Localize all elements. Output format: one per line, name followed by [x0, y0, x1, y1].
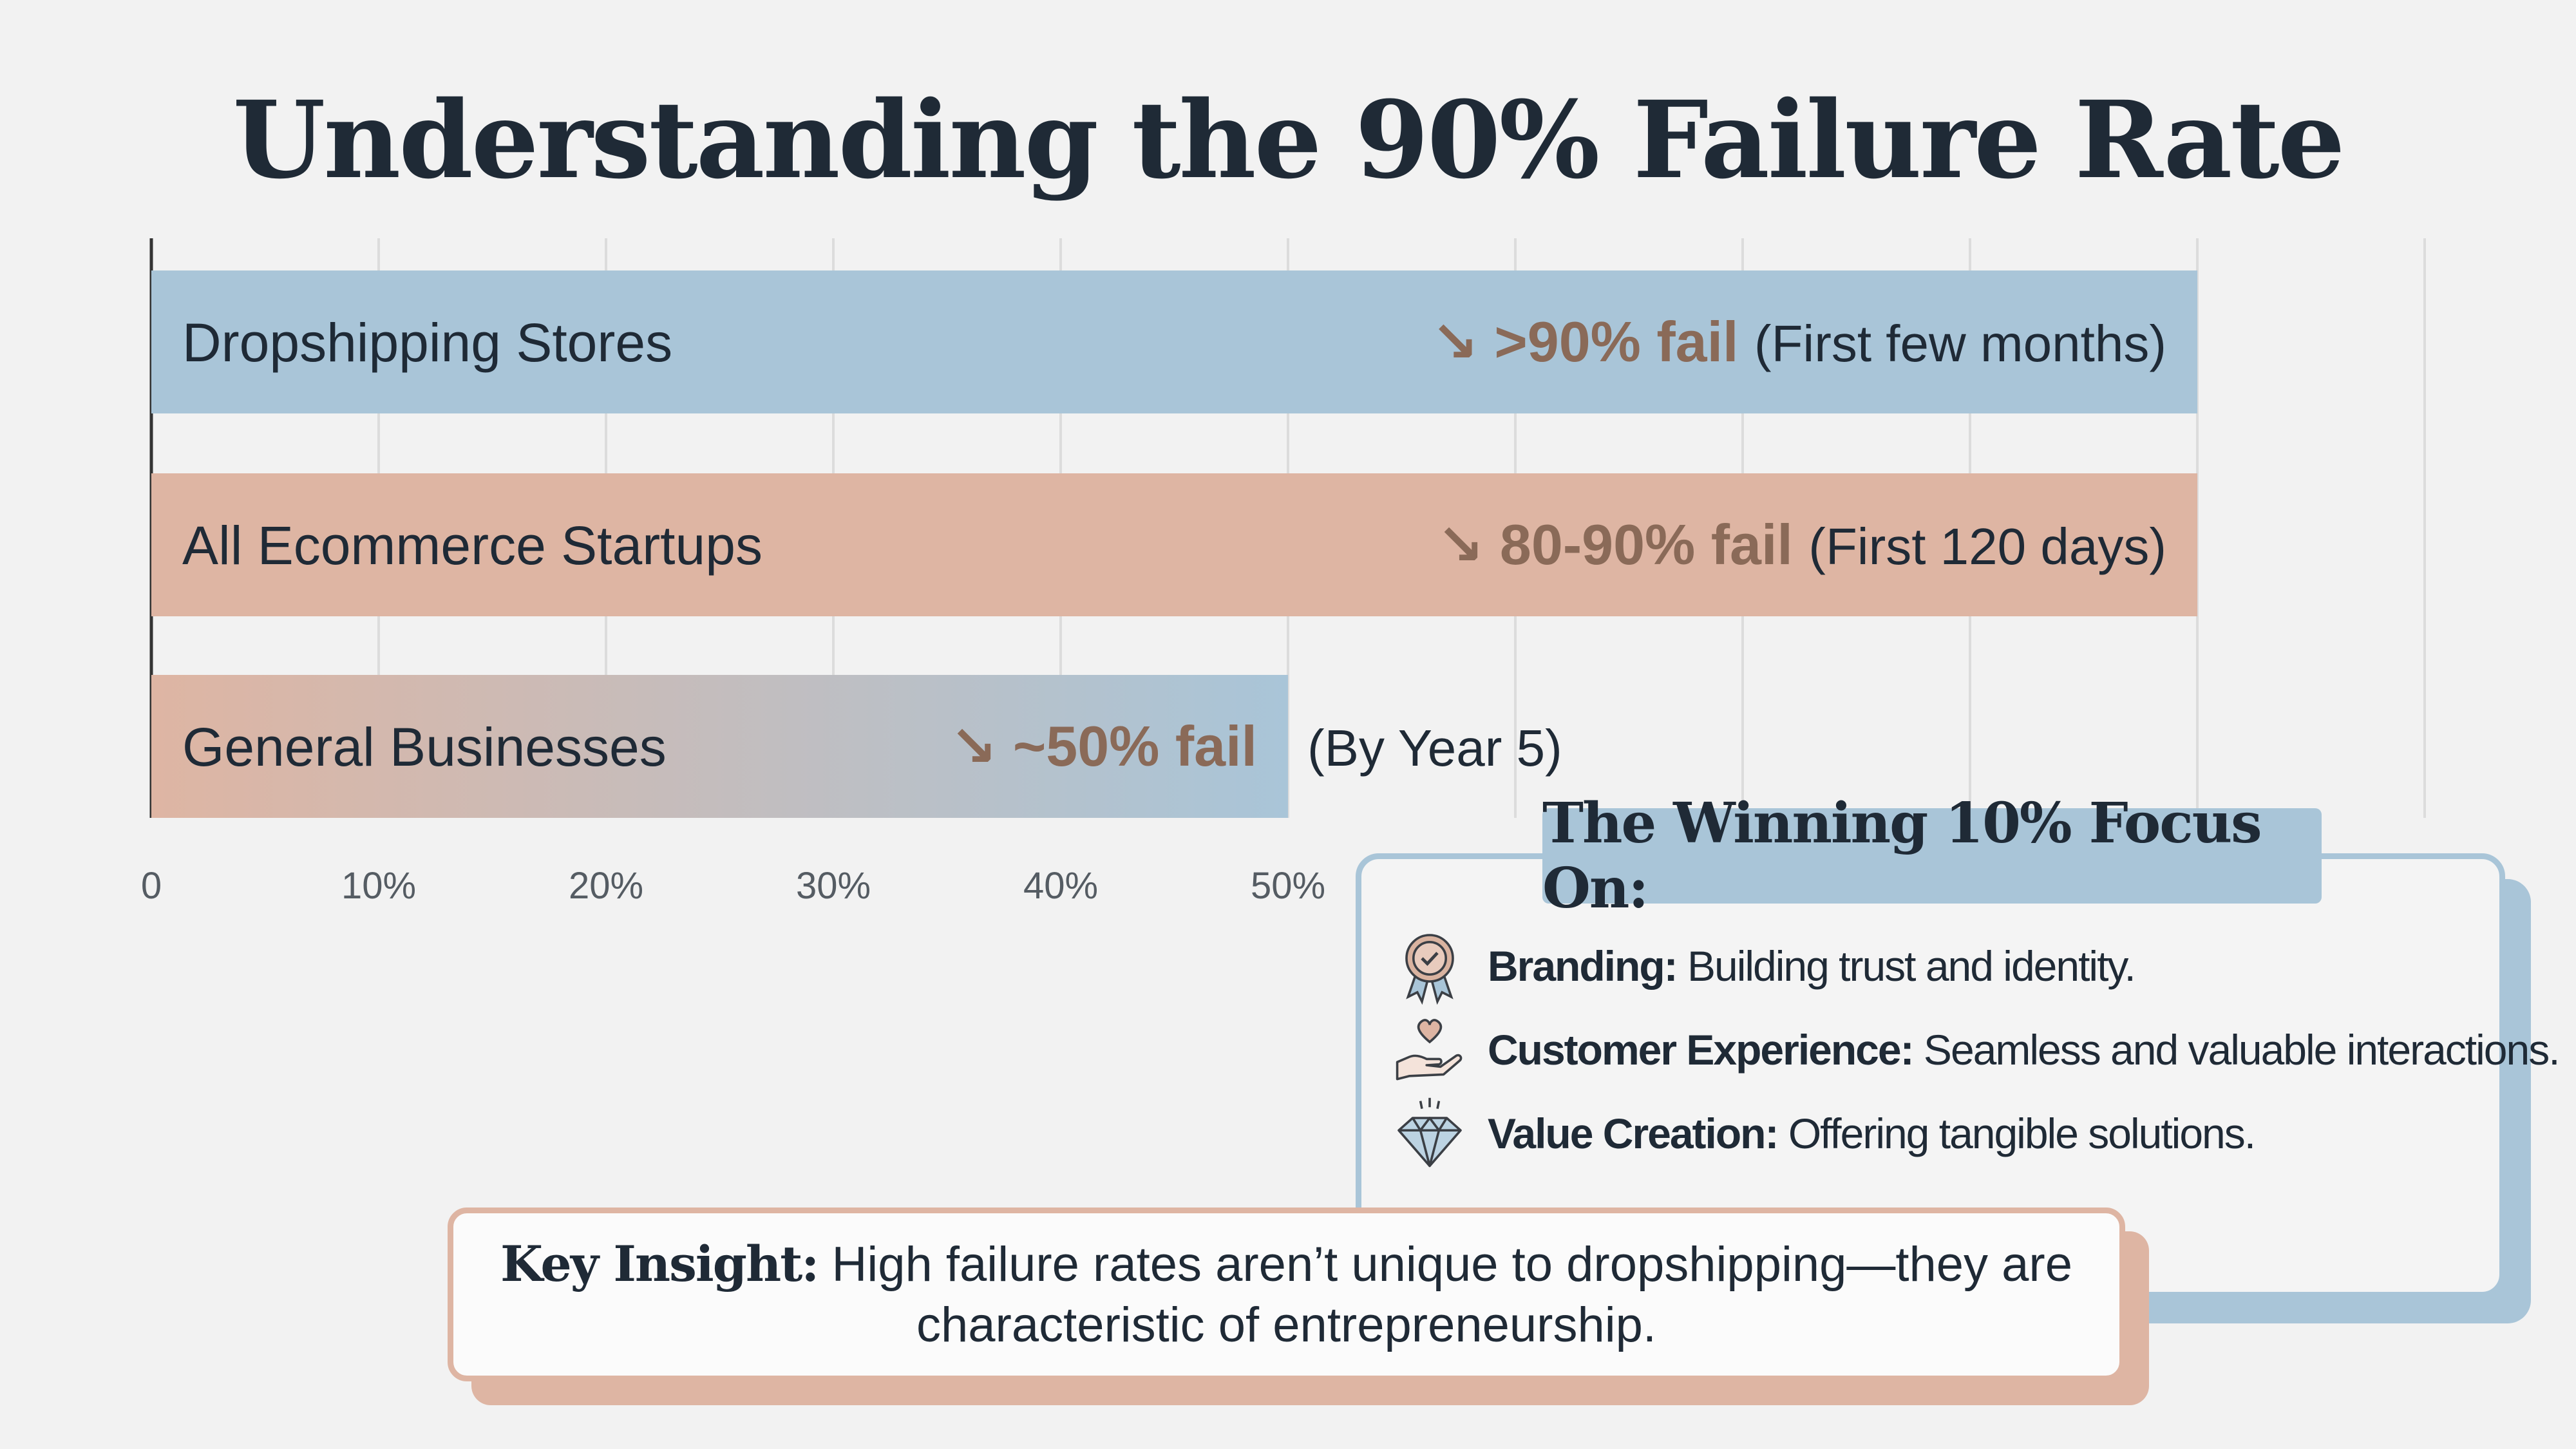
- x-tick-label-40: 40%: [1023, 865, 1098, 907]
- focus-item-text: Value Creation: Offering tangible soluti…: [1488, 1110, 2256, 1157]
- bar-value-label-0: ↘ >90% fail (First few months): [1431, 310, 2166, 374]
- focus-item-text: Customer Experience: Seamless and valuab…: [1488, 1026, 2561, 1074]
- focus-item-text: Branding: Building trust and identity.: [1488, 942, 2136, 990]
- insight-line-2: characteristic of entrepreneurship.: [916, 1297, 1657, 1352]
- focus-item-value-creation: Value Creation: Offering tangible soluti…: [1391, 1092, 2512, 1175]
- bar-1: [151, 473, 2197, 616]
- award-ribbon-icon: [1405, 934, 1454, 1005]
- insight-line-1: Key Insight: High failure rates aren’t u…: [500, 1234, 2072, 1295]
- bar-value-label-2: ↘ ~50% fail: [950, 714, 1257, 778]
- bar-category-label-2: General Businesses: [182, 717, 667, 777]
- heart-hand-icon: [1396, 1019, 1463, 1081]
- insight-text-1: High failure rates aren’t unique to drop…: [831, 1236, 2073, 1292]
- bar-note-2: (By Year 5): [1307, 719, 1562, 777]
- focus-item-branding: Branding: Building trust and identity.: [1391, 924, 2512, 1008]
- x-tick-label-20: 20%: [569, 865, 643, 907]
- diamond-icon: [1397, 1097, 1462, 1168]
- bar-2: [151, 675, 1288, 818]
- focus-item-customer-experience: Customer Experience: Seamless and valuab…: [1391, 1008, 2561, 1092]
- x-tick-label-10: 10%: [341, 865, 416, 907]
- insight-card: Key Insight: High failure rates aren’t u…: [448, 1208, 2125, 1381]
- page-title: Understanding the 90% Failure Rate: [232, 77, 2345, 202]
- x-tick-label-50: 50%: [1251, 865, 1325, 907]
- bar-value-label-1: ↘ 80-90% fail (First 120 days): [1437, 513, 2166, 576]
- bar-category-label-0: Dropshipping Stores: [182, 312, 672, 373]
- x-tick-label-0: 0: [141, 865, 162, 907]
- failure-rate-chart: Dropshipping Stores ↘ >90% fail (First fe…: [141, 238, 2426, 907]
- bar-category-label-1: All Ecommerce Startups: [182, 515, 762, 576]
- focus-heading: The Winning 10% Focus On:: [1542, 791, 2322, 921]
- bar-0: [151, 270, 2197, 413]
- insight-label: Key Insight:: [500, 1235, 819, 1293]
- x-tick-label-30: 30%: [796, 865, 871, 907]
